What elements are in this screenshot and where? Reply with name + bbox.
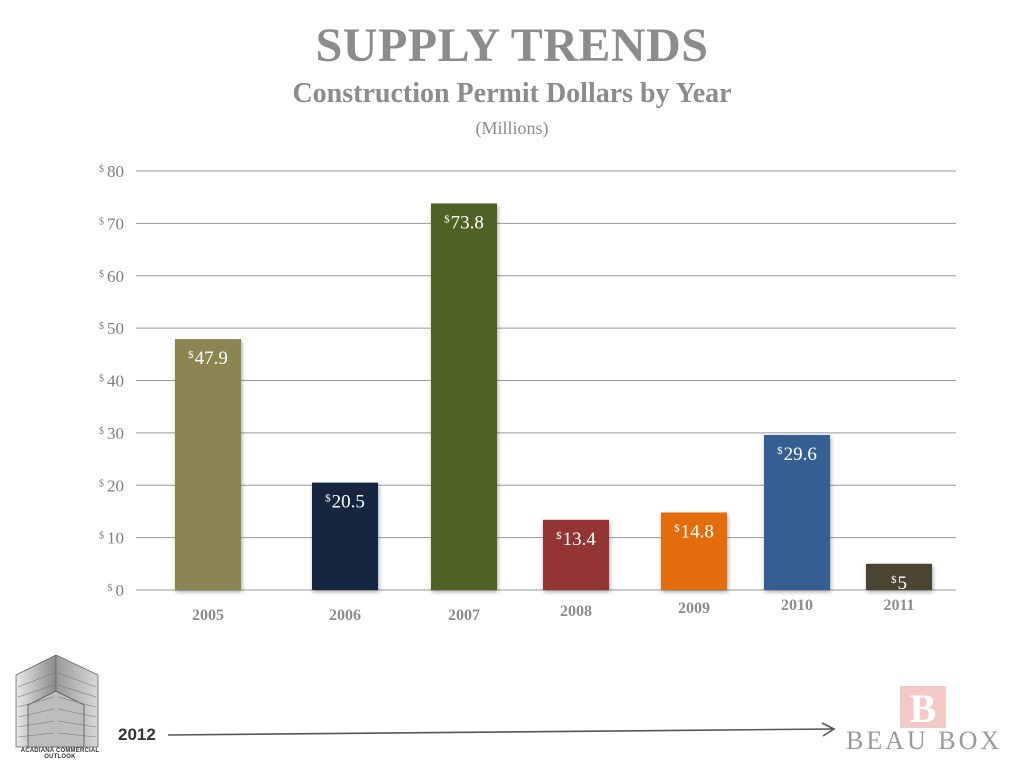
logo-caption: ACADIANA COMMERCIAL OUTLOOK <box>20 748 100 760</box>
brand-mark-letter: B <box>910 686 937 728</box>
data-label: $29.6 <box>777 444 817 465</box>
brand-name: BEAU BOX <box>846 726 1003 755</box>
x-tick-label: 2008 <box>560 603 592 620</box>
bar-group: $20.5 <box>312 482 378 590</box>
data-label: $73.8 <box>444 212 484 233</box>
y-tick-label: $50 <box>99 319 124 338</box>
y-tick-label: $10 <box>99 529 124 548</box>
y-tick-label: $40 <box>99 372 124 391</box>
bar-group: $29.6 <box>764 434 830 590</box>
y-tick-label: $0 <box>108 581 125 600</box>
bar-group: $13.4 <box>543 519 609 590</box>
bar <box>431 203 497 590</box>
x-tick-label: 2011 <box>883 597 915 614</box>
bar-group: $14.8 <box>661 512 727 590</box>
y-tick-label: $80 <box>99 162 124 181</box>
bar <box>661 512 727 590</box>
x-tick-label: 2009 <box>678 600 710 617</box>
data-label: $47.9 <box>188 348 228 369</box>
timeline-arrow-icon <box>168 722 836 737</box>
y-tick-label: $70 <box>99 214 124 233</box>
bar-group: $5 <box>866 563 932 594</box>
timeline-year: 2012 <box>118 725 156 744</box>
beau-box-logo: B <box>900 686 946 728</box>
bar <box>543 519 609 590</box>
unit-label: (Millions) <box>475 118 549 138</box>
data-label: $20.5 <box>325 492 365 513</box>
x-tick-label: 2005 <box>192 607 224 624</box>
bar <box>312 482 378 590</box>
bar-chart: $0 $ 10 $ 20 $ 30 $ 40 $ 50 $ 60 $ 70 $ 80 $47.9 $20.5 $73.… <box>99 162 956 600</box>
data-label: $13.4 <box>556 529 596 550</box>
x-tick-label: 2006 <box>329 607 361 624</box>
data-label: $14.8 <box>674 521 714 542</box>
bar-group: $47.9 <box>175 339 241 590</box>
bar <box>866 563 932 590</box>
chart-title: SUPPLY TRENDS <box>315 19 709 72</box>
bar <box>175 339 241 590</box>
building-logo <box>15 655 99 748</box>
data-label: $5 <box>891 573 907 594</box>
x-tick-label: 2010 <box>781 597 813 614</box>
bar <box>764 434 830 590</box>
x-tick-label: 2007 <box>448 607 480 624</box>
y-tick-label: $60 <box>99 267 124 286</box>
bar-group: $73.8 <box>431 203 497 590</box>
y-tick-label: $20 <box>99 476 124 495</box>
chart-subtitle: Construction Permit Dollars by Year <box>292 78 732 109</box>
y-tick-label: $30 <box>99 424 124 443</box>
